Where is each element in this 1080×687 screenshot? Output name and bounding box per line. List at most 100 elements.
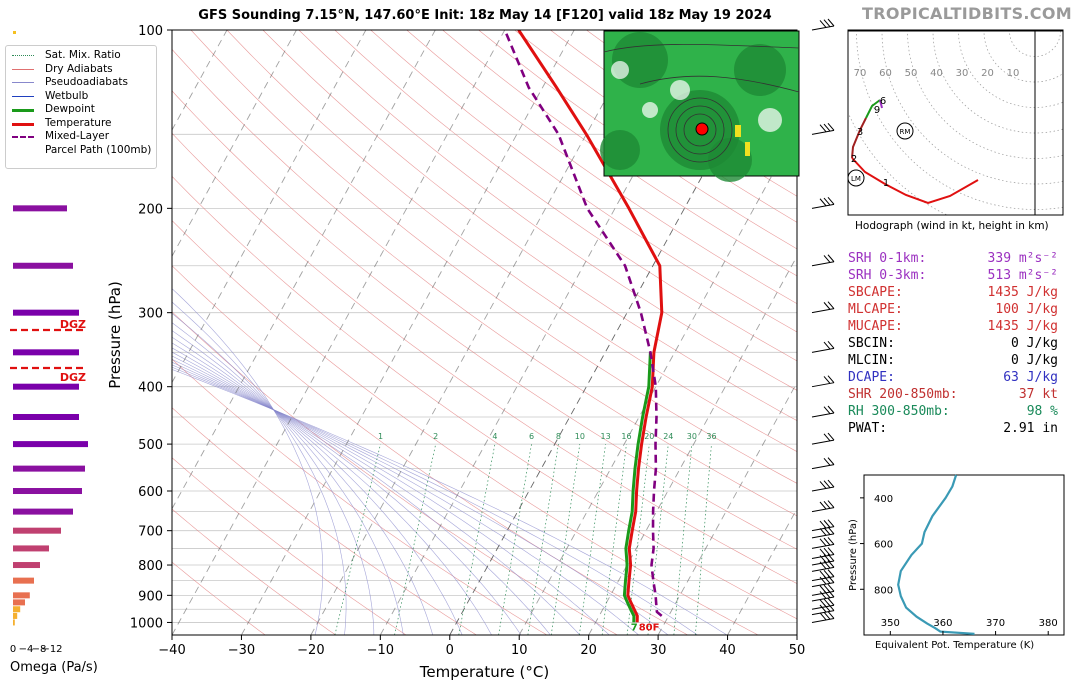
stat-row: PWAT: 2.91 in [848,420,1058,437]
stat-value: 339 m²s⁻² [987,251,1058,266]
wind-barb-flag [827,569,835,577]
map-clear-patch [642,102,658,118]
x-tick-label: −30 [228,643,255,658]
theta-y-axis-label: Pressure (hPa) [848,519,859,591]
dry-adiabat [172,358,548,635]
legend-label: Sat. Mix. Ratio [45,49,121,61]
hodo-trace-mid [851,117,867,159]
temperature-profile [517,30,664,623]
dry-adiabat [172,175,797,620]
wind-barb-staff [811,507,835,513]
wind-barb-staff [811,308,835,314]
wind-barb-flag [827,375,835,384]
wind-barb-flag [827,479,835,488]
mixing-ratio-label: 8 [556,432,561,441]
pseudoadiabat [172,364,669,635]
pseudoadiabat [172,322,404,635]
wind-barb-flag [823,603,831,612]
x-axis-label: Temperature (°C) [419,663,549,681]
omega-bar [13,606,21,613]
hodo-motion-label: RM [900,128,911,136]
map-cloud [600,130,640,170]
pseudoadiabat [172,312,375,635]
stat-value: 0 J/kg [1011,336,1058,351]
wind-barb-flag [819,124,827,133]
map-isobar [639,75,800,93]
theta-x-tick-label: 380 [1039,618,1058,629]
map-rain-cell [735,125,741,137]
y-tick-label: 600 [138,485,163,500]
legend-swatch [12,55,34,56]
wind-barb-flag [819,538,827,547]
wind-barb-flag [827,553,835,562]
omega-bar [13,612,18,619]
omega-bar [13,545,49,552]
wind-barb-flag [823,554,831,563]
hodo-motion-marker [847,169,865,187]
hodograph-caption: Hodograph (wind in kt, height in km) [855,220,1049,232]
dry-adiabat [298,30,797,391]
omega-tick-label: 0 [10,644,16,655]
wind-barb-flag [827,301,835,309]
brand-logo[interactable]: TROPICALTIDBITS.COM [862,4,1072,23]
wind-barb-staff [811,412,835,418]
wind-barb-staff [811,554,835,560]
x-tick-label: 0 [446,643,454,658]
stat-value: 37 kt [1018,387,1058,402]
chart-title: GFS Sounding 7.15°N, 147.60°E Init: 18z … [198,8,772,23]
hodo-ring [958,30,1063,108]
x-tick-label: 30 [650,643,667,658]
dgz-label: DGZ [60,371,86,384]
wind-barb-staff [811,203,835,209]
wind-barb-flag [827,597,835,606]
wind-barb-flag [819,591,827,599]
wind-barb-flag [827,560,835,568]
mixing-ratio-line [579,444,606,635]
stat-row: SBCIN: 0 J/kg [848,335,1058,352]
stat-value: 1435 J/kg [987,285,1058,300]
wind-barb-staff [811,464,835,470]
hodo-trace-top [879,99,883,109]
wind-barb-staff [811,576,835,582]
mixing-ratio-line [334,444,381,635]
x-tick-label: 20 [580,643,597,658]
theta-e-xlabel: Equivalent Pot. Temperature (K) [875,640,1035,651]
theta-y-tick-label: 400 [874,494,893,505]
mixing-ratio-line [550,444,581,635]
wind-barb-flag [827,197,835,205]
mixing-ratio-line [498,444,532,635]
wind-barbs [811,18,835,623]
legend: Sat. Mix. Ratio Dry Adiabats Pseudoadiabat… [5,45,157,169]
dry-adiabat [172,48,797,517]
y-tick-label: 100 [138,24,163,39]
x-tick-label: 40 [719,643,736,658]
stat-row: SHR 200-850mb: 37 kt [848,386,1058,403]
storm-isobar [675,105,725,155]
map-clear-patch [758,108,782,132]
legend-swatch [12,122,34,126]
wind-barb-flag [819,20,827,28]
hodograph-border [847,29,1064,216]
stat-value: 63 J/kg [1003,370,1058,385]
wind-barb-flag [827,341,835,349]
dry-adiabat [190,30,797,484]
dry-adiabat [406,30,797,305]
omega-bar [13,619,15,626]
hodo-ring [907,30,1063,159]
hodo-height-label: 9 [874,105,880,116]
hodo-motion-label: LM [851,175,861,183]
legend-label: Pseudoadiabats [45,76,128,88]
y-tick-label: 800 [138,559,163,574]
stat-row: RH 300-850mb: 98 % [848,403,1058,420]
hodo-ring-label: 30 [956,68,969,79]
stat-label: SRH 0-1km: [848,251,927,266]
pseudoadiabat [172,347,522,635]
legend-label: Mixed-Layer [45,130,110,142]
wind-barb-staff [811,261,835,267]
wind-barb-staff [811,560,835,566]
omega-bar [13,508,73,515]
hodo-ring [932,30,1063,134]
dry-adiabat [172,457,407,635]
dry-adiabat [172,561,266,635]
